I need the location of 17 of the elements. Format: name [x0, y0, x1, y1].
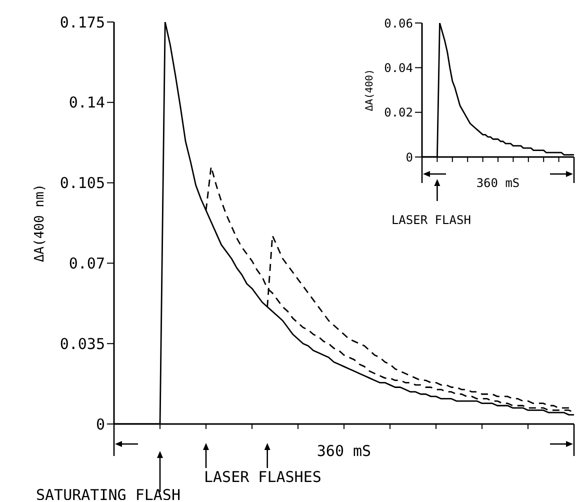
y-tick-label: 0.035	[60, 334, 105, 353]
y-tick-label: 0	[96, 415, 105, 434]
y-tick-label: 0.02	[384, 106, 413, 120]
y-tick-label: 0.14	[68, 94, 105, 112]
y-axis-title: ΔA(400 nm)	[32, 184, 48, 262]
annotation: LASER FLASH	[391, 213, 471, 227]
y-tick-label: 0.175	[60, 13, 105, 32]
y-tick-label: 0.105	[60, 174, 105, 192]
y-axis-title: ΔA(400)	[364, 68, 376, 112]
text: LASER FLASHES	[204, 468, 322, 486]
text: 360 mS	[316, 442, 372, 460]
y-tick-label: 0.07	[68, 254, 105, 273]
y-tick-label: 0.04	[384, 60, 413, 75]
annotation: 360 mS	[476, 176, 520, 190]
y-tick-label: 0.06	[384, 16, 413, 30]
text: SATURATING FLASH	[36, 486, 180, 502]
y-tick-label: 0	[406, 150, 413, 164]
